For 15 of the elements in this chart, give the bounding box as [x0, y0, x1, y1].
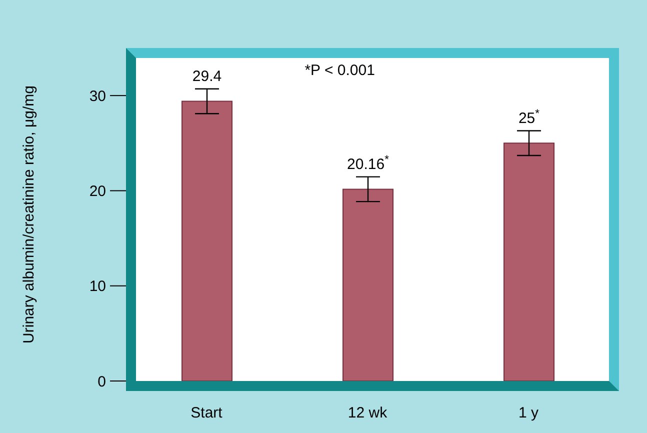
x-tick-label: 1 y — [518, 404, 539, 422]
data-label: 25$^{*}$ — [518, 108, 540, 127]
x-tick-label: 12 wk — [348, 404, 388, 422]
bar — [182, 100, 232, 381]
bar — [342, 188, 394, 381]
y-tick-label: 0 — [98, 373, 106, 390]
bar — [504, 142, 554, 381]
data-label: 29.4 — [192, 68, 222, 85]
y-tick-label: 30 — [89, 88, 106, 105]
y-axis-title: Urinary albumin/creatinine ratio, μg/mg — [20, 86, 38, 344]
annotation: *P < 0.001 — [304, 62, 375, 79]
x-tick-label: Start — [190, 404, 224, 422]
data-label: 20.16$^{*}$ — [347, 154, 390, 173]
y-tick-label: 10 — [89, 278, 106, 296]
y-tick-label: 20 — [89, 183, 106, 200]
